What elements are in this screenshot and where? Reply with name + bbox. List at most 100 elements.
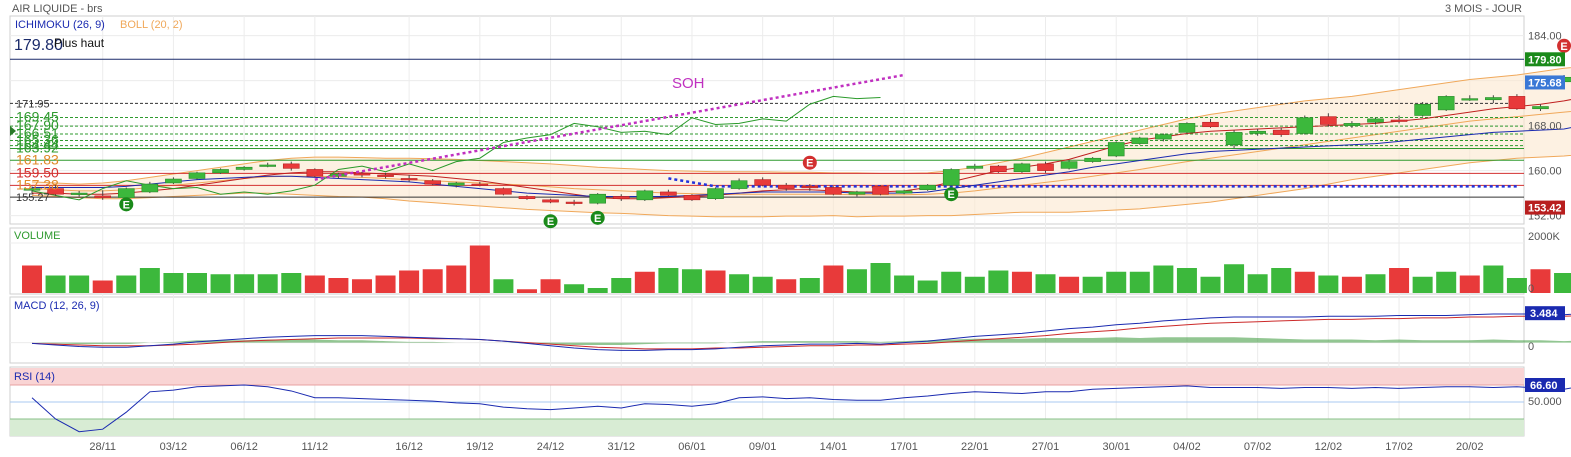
candle — [1060, 161, 1078, 169]
left-edge-marker — [10, 126, 16, 136]
volume-bar — [917, 280, 938, 293]
event-marker-label: E — [594, 213, 601, 225]
macd-panel-title: MACD (12, 26, 9) — [14, 300, 100, 312]
macd-zero-label: 0 — [1528, 341, 1534, 353]
volume-bar — [776, 279, 797, 293]
volume-bar — [1011, 271, 1032, 293]
candle — [1485, 97, 1502, 101]
event-marker — [119, 197, 134, 212]
bollinger-lower — [31, 154, 1571, 218]
volume-bar — [729, 274, 750, 293]
macd-panel-frame — [9, 296, 1525, 364]
volume-layer — [10, 242, 1571, 293]
candle — [1320, 116, 1337, 125]
volume-bar — [1176, 268, 1197, 293]
volume-bar — [1530, 269, 1551, 293]
x-tick-label: 03/12 — [160, 441, 188, 453]
rsi-overbought-zone — [10, 368, 1524, 385]
x-tick-label: 22/01 — [961, 441, 989, 453]
x-tick-label: 17/01 — [890, 441, 918, 453]
left-level-label: 164.44 — [16, 137, 59, 153]
volume-zero-label: 0 — [1528, 283, 1534, 295]
candle — [1178, 123, 1196, 133]
volume-bar — [1294, 271, 1315, 293]
volume-bar — [846, 269, 867, 293]
candle — [636, 190, 654, 201]
volume-bar — [964, 276, 985, 293]
candle — [353, 173, 371, 176]
volume-bar — [1483, 265, 1504, 293]
x-tick-label: 30/01 — [1102, 441, 1130, 453]
volume-bar — [375, 275, 396, 293]
candle — [1508, 96, 1526, 110]
soh-layer — [314, 73, 905, 181]
candle — [707, 188, 724, 200]
volume-bar — [823, 265, 844, 293]
volume-bar — [304, 275, 325, 293]
event-marker — [802, 155, 817, 170]
event-markers-layer: E E E E E E — [119, 38, 1571, 229]
candle — [23, 188, 41, 191]
macd-layer: 3.484 — [10, 306, 1571, 351]
left-level-label: 171.95 — [16, 98, 50, 110]
volume-bar — [988, 270, 1009, 293]
volume-bar — [1247, 274, 1268, 293]
candle — [1131, 137, 1149, 144]
x-tick-label: 19/12 — [466, 441, 494, 453]
volume-bar — [1059, 276, 1080, 293]
volume-bar — [257, 274, 278, 293]
volume-bar — [446, 265, 467, 293]
macd-histogram — [32, 337, 1571, 345]
candle — [1013, 163, 1031, 173]
x-tick-label: 12/02 — [1315, 441, 1343, 453]
volume-bar — [1106, 271, 1127, 293]
volume-bar — [1365, 274, 1386, 293]
candle — [966, 165, 984, 169]
volume-bar — [139, 268, 160, 293]
volume-bar — [1436, 271, 1457, 293]
volume-bar — [351, 279, 372, 293]
candle — [518, 196, 536, 200]
volume-bar — [493, 279, 514, 293]
candle — [1343, 123, 1361, 126]
volume-bar — [1271, 268, 1292, 293]
soh-label: SOH — [672, 75, 705, 92]
x-tick-label: 27/01 — [1032, 441, 1060, 453]
price-tag-label: 153.42 — [1528, 203, 1562, 215]
volume-bar — [1554, 273, 1571, 293]
price-tags-layer: 179.80 175.68 153.42 — [1525, 52, 1565, 215]
candle — [1414, 103, 1431, 116]
volume-bar — [540, 279, 561, 293]
volume-bar — [1506, 278, 1527, 293]
volume-bar — [234, 274, 255, 293]
volume-bar — [705, 270, 726, 293]
left-level-label: 163.92 — [16, 140, 59, 156]
candle — [495, 188, 512, 195]
support-dashed-line — [668, 177, 1517, 188]
price-tag — [1525, 52, 1565, 67]
x-tick-label: 28/11 — [89, 441, 116, 453]
x-tick-label: 16/12 — [395, 441, 423, 453]
rsi-line — [31, 384, 1571, 433]
x-tick-label: 31/12 — [607, 441, 635, 453]
candle — [188, 172, 206, 179]
x-tick-label: 06/12 — [230, 441, 258, 453]
candle — [895, 190, 913, 194]
x-tick-label: 17/02 — [1385, 441, 1413, 453]
candle — [1155, 134, 1172, 140]
volume-bar — [1459, 275, 1480, 293]
candle — [589, 193, 606, 204]
volume-bar — [1224, 264, 1245, 293]
candle — [424, 180, 441, 185]
boll-label: BOLL (20, 2) — [120, 19, 183, 31]
candle — [47, 188, 64, 195]
volume-bar — [516, 289, 537, 293]
volume-bar — [328, 278, 349, 293]
candle — [1461, 98, 1479, 101]
left-level-label: 169.45 — [16, 108, 59, 124]
x-tick-label: 14/01 — [820, 441, 848, 453]
candle — [1107, 142, 1125, 157]
candle — [1272, 129, 1290, 135]
rsi-value-tag — [1525, 378, 1565, 392]
candle — [565, 201, 583, 204]
